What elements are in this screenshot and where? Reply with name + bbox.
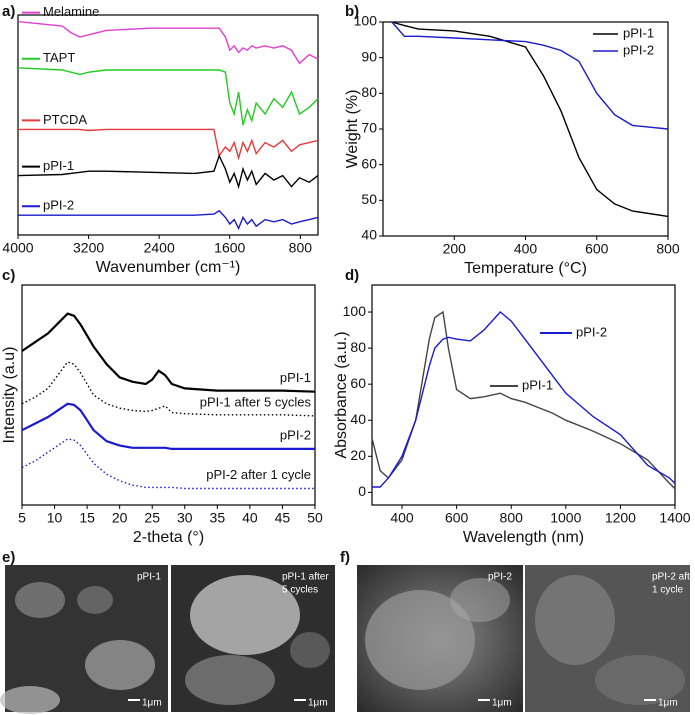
- image-caption: pPI-1 after: [282, 572, 329, 583]
- x-tick-label: 2400: [144, 240, 175, 256]
- series-label: pPI-2: [576, 324, 607, 339]
- panel-label: f): [340, 549, 350, 566]
- panel-label: e): [2, 549, 15, 566]
- y-tick-label: 90: [361, 48, 377, 64]
- image-caption: 1 cycle: [652, 585, 684, 596]
- y-tick-label: 70: [361, 120, 377, 136]
- x-tick-label: 20: [112, 510, 128, 526]
- sem-image: pPI-1 after 5 cycles 1μm: [171, 565, 335, 712]
- image-caption: 5 cycles: [282, 585, 318, 596]
- series-line: [391, 21, 669, 218]
- panel-label: d): [345, 267, 359, 284]
- series-line: [21, 312, 316, 393]
- x-tick-label: 45: [275, 510, 291, 526]
- x-tick-label: 25: [144, 510, 160, 526]
- legend-label: pPI-2: [623, 42, 654, 57]
- scale-bar-label: 1μm: [308, 698, 328, 709]
- x-tick-label: 40: [242, 510, 258, 526]
- sem-image: pPI-2 1μm: [357, 565, 523, 712]
- series-line: [21, 361, 316, 417]
- x-tick-label: 30: [177, 510, 193, 526]
- x-axis-title: Temperature (°C): [464, 260, 587, 277]
- y-tick-label: 0: [358, 483, 366, 499]
- x-tick-label: 35: [210, 510, 226, 526]
- x-tick-label: 1000: [550, 510, 581, 526]
- y-axis-title: Intensity (a.u): [1, 347, 18, 444]
- sem-image: pPI-1 1μm: [0, 565, 168, 714]
- image-caption: pPI-2 after: [652, 572, 695, 583]
- x-tick-label: 800: [656, 241, 680, 257]
- y-tick-label: 50: [361, 191, 377, 207]
- series-line: [18, 128, 319, 161]
- plot-frame: [21, 284, 316, 506]
- x-tick-label: 1400: [659, 510, 690, 526]
- y-axis-title: Weight (%): [344, 90, 361, 169]
- x-tick-label: 600: [445, 510, 469, 526]
- x-tick-label: 5: [18, 510, 26, 526]
- x-tick-label: 800: [500, 510, 524, 526]
- y-tick-label: 60: [361, 155, 377, 171]
- series-label: pPI-1: [43, 158, 74, 173]
- sem-image: pPI-2 after 1 cycle 1μm: [525, 565, 695, 712]
- scale-bar-label: 1μm: [658, 698, 678, 709]
- series-line: [17, 153, 319, 190]
- scale-bar-label: 1μm: [492, 698, 512, 709]
- series-label: TAPT: [43, 50, 75, 65]
- x-tick-label: 600: [585, 241, 609, 257]
- x-axis-title: 2-theta (°): [133, 529, 204, 546]
- x-tick-label: 800: [289, 240, 313, 256]
- x-tick-label: 400: [514, 241, 538, 257]
- panel-label: c): [2, 267, 15, 284]
- x-tick-label: 1600: [214, 240, 245, 256]
- x-tick-label: 200: [443, 241, 467, 257]
- series-line: [391, 21, 669, 130]
- series-line: [17, 67, 319, 126]
- x-tick-label: 50: [307, 510, 323, 526]
- image-caption: pPI-2: [488, 572, 512, 583]
- series-line: [18, 209, 319, 231]
- series-label: pPI-1 after 5 cycles: [200, 394, 312, 409]
- y-tick-label: 100: [354, 13, 378, 29]
- y-tick-label: 60: [350, 375, 366, 391]
- plot-frame: [17, 14, 319, 236]
- series-label: PTCDA: [43, 112, 87, 127]
- y-axis-title: Absorbance (a.u.): [333, 331, 350, 458]
- panel-label: b): [345, 3, 359, 20]
- x-tick-label: 10: [47, 510, 63, 526]
- series-line: [17, 20, 319, 65]
- y-tick-label: 40: [361, 227, 377, 243]
- series-line: [371, 310, 676, 490]
- x-axis-title: Wavelength (nm): [463, 529, 584, 546]
- panel-label: a): [2, 3, 15, 20]
- x-axis-title: Wavenumber (cm⁻¹): [96, 259, 241, 276]
- x-tick-label: 1200: [605, 510, 636, 526]
- series-line: [21, 438, 315, 490]
- series-line: [372, 311, 676, 488]
- series-line: [21, 402, 315, 450]
- legend-label: pPI-1: [623, 25, 654, 40]
- series-label: pPI-2: [43, 198, 74, 213]
- y-tick-label: 80: [350, 339, 366, 355]
- image-caption: pPI-1: [137, 572, 161, 583]
- y-tick-label: 20: [350, 447, 366, 463]
- series-label: pPI-1: [280, 370, 311, 385]
- x-tick-label: 400: [390, 510, 414, 526]
- series-label: pPI-1: [522, 377, 553, 392]
- series-label: pPI-2 after 1 cycle: [206, 467, 311, 482]
- x-tick-label: 4000: [2, 240, 33, 256]
- y-tick-label: 40: [350, 411, 366, 427]
- y-tick-label: 100: [343, 303, 367, 319]
- scale-bar-label: 1μm: [142, 698, 162, 709]
- y-tick-label: 80: [361, 84, 377, 100]
- plot-frame: [371, 284, 676, 506]
- series-label: Melamine: [43, 4, 99, 19]
- x-tick-label: 15: [79, 510, 95, 526]
- series-label: pPI-2: [280, 427, 311, 442]
- x-tick-label: 3200: [73, 240, 104, 256]
